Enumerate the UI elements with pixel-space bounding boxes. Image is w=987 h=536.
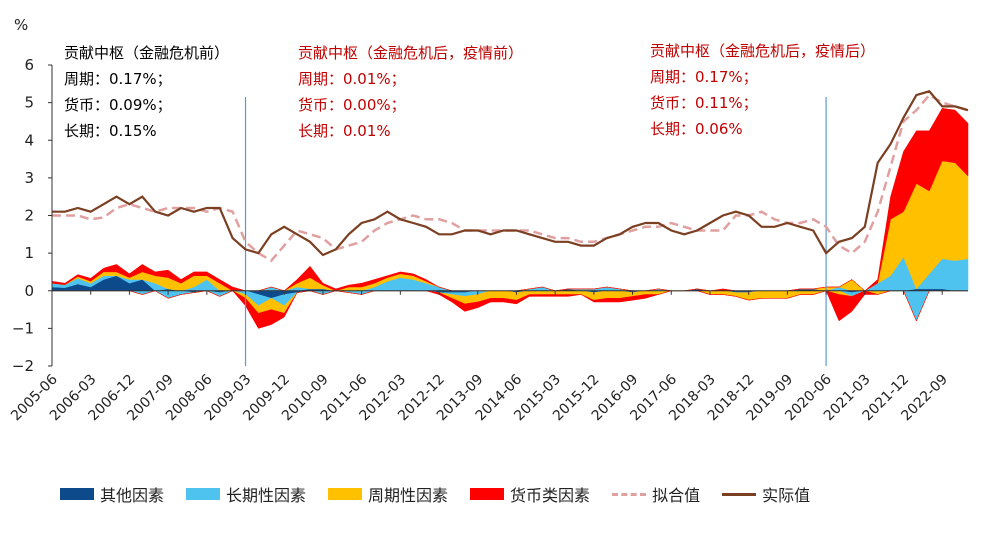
y-unit-label: % xyxy=(14,16,28,34)
legend-line-swatch xyxy=(722,492,757,496)
legend-item: 长期性因素 xyxy=(186,482,306,506)
legend: 其他因素 长期性因素 周期性因素 货币类因素 拟合值 实际值 xyxy=(60,480,940,508)
actual-line xyxy=(52,90,969,257)
annotations: 贡献中枢（金融危机前） 周期：0.17%； 货币：0.09%； 长期：0.15% 贡献中… xyxy=(64,42,875,140)
annotation-line: 货币：0.00%； xyxy=(298,96,406,114)
y-tick-label: 3 xyxy=(24,169,34,187)
legend-swatch xyxy=(60,488,94,500)
y-tick-label: 6 xyxy=(24,56,34,74)
legend-swatch xyxy=(186,488,221,500)
area-monetary-pos xyxy=(51,108,969,292)
legend-label: 货币类因素 xyxy=(510,486,591,505)
lines xyxy=(52,90,969,366)
legend-item: 货币类因素 xyxy=(470,482,590,506)
y-tick-label: 2 xyxy=(24,207,34,225)
y-tick-label: 1 xyxy=(24,244,34,262)
legend-swatch xyxy=(328,488,363,500)
stacked-areas xyxy=(51,108,969,329)
y-tick-label: 5 xyxy=(24,94,34,112)
legend-swatch xyxy=(470,488,505,500)
legend-item: 周期性因素 xyxy=(328,482,448,506)
legend-line-swatch xyxy=(612,492,647,496)
legend-label: 拟合值 xyxy=(652,486,701,505)
annotation-line: 货币：0.11%； xyxy=(650,94,758,112)
legend-label: 实际值 xyxy=(762,486,811,505)
annotation-line: 贡献中枢（金融危机后，疫情前） xyxy=(298,44,523,62)
y-tick-label: 4 xyxy=(24,131,34,149)
annotation-line: 货币：0.09%； xyxy=(64,96,172,114)
y-axis: −2 −1 0 1 2 3 4 5 6% xyxy=(12,16,53,375)
area-monetary-neg xyxy=(52,290,968,329)
annotation-line: 贡献中枢（金融危机前） xyxy=(64,44,229,62)
legend-item: 拟合值 xyxy=(612,482,700,506)
annotation-line: 长期：0.01% xyxy=(298,122,391,140)
y-tick-label: −1 xyxy=(12,319,34,337)
annotation-line: 周期：0.01%； xyxy=(298,70,406,88)
annotation-line: 贡献中枢（金融危机后，疫情后） xyxy=(650,42,875,60)
legend-item: 其他因素 xyxy=(60,482,164,506)
legend-item: 实际值 xyxy=(722,482,810,506)
legend-label: 长期性因素 xyxy=(226,486,307,505)
annotation-line: 周期：0.17%； xyxy=(64,70,172,88)
annotation-line: 长期：0.15% xyxy=(64,122,157,140)
annotation-line: 长期：0.06% xyxy=(650,120,743,138)
y-tick-label: 0 xyxy=(24,282,34,300)
area-cycle-pos xyxy=(51,160,969,292)
annotation-line: 周期：0.17%； xyxy=(650,68,758,86)
legend-label: 周期性因素 xyxy=(368,486,449,505)
x-axis: 2005-062006-032006-122007-092008-062009-… xyxy=(8,290,968,424)
y-tick-label: −2 xyxy=(12,357,34,375)
legend-label: 其他因素 xyxy=(100,486,165,505)
fitted-line xyxy=(52,93,969,263)
